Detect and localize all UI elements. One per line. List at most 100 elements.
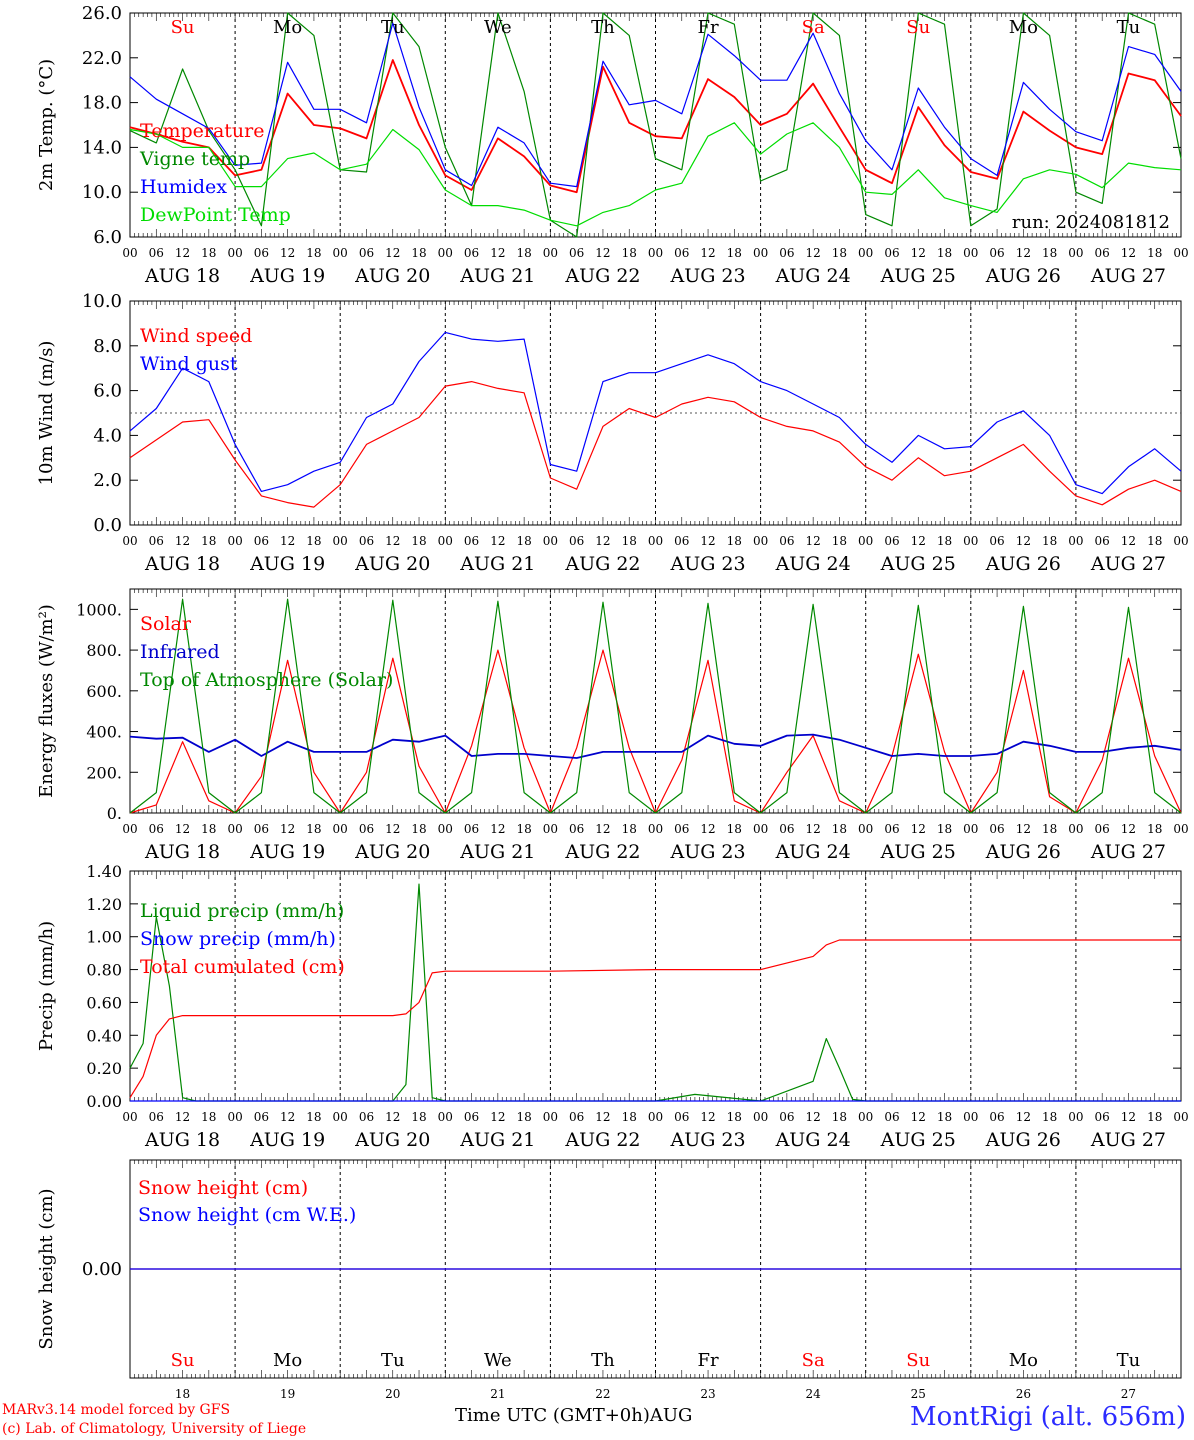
hour-label: 18 <box>1147 1110 1162 1124</box>
hour-label: 12 <box>280 822 295 836</box>
hour-label: 18 <box>516 822 531 836</box>
legend-entry: Infrared <box>140 641 220 663</box>
series-line <box>129 883 1181 1102</box>
hour-label: 12 <box>806 534 821 548</box>
hour-label: 06 <box>1095 534 1110 548</box>
day-label: AUG 27 <box>1090 841 1166 863</box>
y-tick-label: 1.00 <box>86 928 122 947</box>
day-label: AUG 25 <box>880 1129 956 1151</box>
hour-label: 06 <box>254 822 269 836</box>
y-tick-label: 4.0 <box>93 425 122 446</box>
hour-label: 06 <box>779 246 794 260</box>
hour-label: 12 <box>1121 822 1136 836</box>
hour-label: 18 <box>1042 246 1057 260</box>
legend-entry: Wind gust <box>140 353 238 375</box>
hour-label: 12 <box>385 822 400 836</box>
hour-label: 06 <box>464 822 479 836</box>
hour-label: 12 <box>175 246 190 260</box>
hour-label: 06 <box>989 246 1004 260</box>
hour-label: 12 <box>806 822 821 836</box>
hour-label: 12 <box>490 822 505 836</box>
day-number-label: 27 <box>1121 1387 1136 1401</box>
hour-label: 12 <box>1016 534 1031 548</box>
day-number-label: 18 <box>175 1387 190 1401</box>
weekday-label: We <box>484 1350 512 1371</box>
day-number-label: 24 <box>806 1387 822 1401</box>
hour-label: 12 <box>490 1110 505 1124</box>
day-label: AUG 26 <box>985 553 1061 575</box>
hour-label: 12 <box>175 822 190 836</box>
legend-entry: Total cumulated (cm) <box>140 956 345 978</box>
day-number-label: 25 <box>911 1387 926 1401</box>
hour-label: 18 <box>411 822 426 836</box>
y-tick-label: 0. <box>107 804 122 823</box>
y-tick-label: 800. <box>86 641 122 660</box>
y-axis-label: 10m Wind (m/s) <box>36 341 57 486</box>
hour-label: 00 <box>753 534 768 548</box>
hour-label: 12 <box>595 534 610 548</box>
day-label: AUG 21 <box>459 1129 535 1151</box>
hour-label: 18 <box>201 1110 216 1124</box>
hour-label: 06 <box>569 822 584 836</box>
hour-label: 00 <box>858 534 873 548</box>
hour-label: 18 <box>937 246 952 260</box>
hour-label: 18 <box>306 246 321 260</box>
hour-label: 18 <box>832 534 847 548</box>
hour-label: 00 <box>1173 246 1188 260</box>
day-number-label: 19 <box>280 1387 295 1401</box>
day-label: AUG 21 <box>459 265 535 287</box>
hour-label: 18 <box>622 1110 637 1124</box>
weekday-label: Tu <box>1117 1350 1141 1371</box>
y-tick-label: 0.60 <box>86 993 122 1012</box>
model-credit: MARv3.14 model forced by GFS <box>2 1402 231 1418</box>
hour-label: 06 <box>464 246 479 260</box>
hour-label: 06 <box>779 822 794 836</box>
hour-label: 12 <box>1016 1110 1031 1124</box>
hour-label: 18 <box>937 534 952 548</box>
hour-label: 00 <box>333 534 348 548</box>
hour-label: 06 <box>884 534 899 548</box>
hour-label: 00 <box>438 822 453 836</box>
series-line <box>129 122 1182 227</box>
hour-label: 06 <box>674 822 689 836</box>
hour-label: 00 <box>227 534 242 548</box>
weekday-label: Mo <box>273 1350 302 1371</box>
hour-label: 18 <box>937 822 952 836</box>
hour-label: 00 <box>1068 246 1083 260</box>
hour-label: 06 <box>1095 1110 1110 1124</box>
hour-label: 00 <box>122 534 137 548</box>
hour-label: 18 <box>201 246 216 260</box>
hour-label: 06 <box>464 1110 479 1124</box>
hour-label: 00 <box>753 1110 768 1124</box>
legend-entry: Temperature <box>140 120 264 142</box>
hour-label: 00 <box>333 246 348 260</box>
panel-frame <box>129 588 1182 814</box>
hour-label: 18 <box>411 534 426 548</box>
hour-label: 06 <box>989 822 1004 836</box>
hour-label: 18 <box>727 246 742 260</box>
hour-label: 00 <box>858 1110 873 1124</box>
hour-label: 12 <box>1121 246 1136 260</box>
weekday-label: Su <box>171 17 195 38</box>
day-number-label: 22 <box>595 1387 610 1401</box>
hour-label: 06 <box>149 1110 164 1124</box>
hour-label: 06 <box>569 1110 584 1124</box>
day-label: AUG 23 <box>669 1129 745 1151</box>
hour-label: 12 <box>385 246 400 260</box>
legend-entry: Humidex <box>140 176 227 198</box>
hour-label: 18 <box>832 822 847 836</box>
hour-label: 00 <box>543 246 558 260</box>
hour-label: 18 <box>622 534 637 548</box>
day-label: AUG 26 <box>985 841 1061 863</box>
panel-5: 0.00 Snow height (cm) Snow height (cm) Snow… <box>36 1159 1182 1401</box>
hour-label: 12 <box>1016 822 1031 836</box>
day-label: AUG 19 <box>249 841 325 863</box>
y-tick-label: 400. <box>86 723 122 742</box>
hour-label: 18 <box>1147 822 1162 836</box>
hour-label: 00 <box>438 534 453 548</box>
weekday-label: Su <box>906 1350 930 1371</box>
panel-4: 0.00 0.20 0.40 0.60 0.80 1.00 1.20 1.40 Precip (… <box>36 862 1189 1151</box>
day-label: AUG 20 <box>354 553 430 575</box>
hour-label: 00 <box>1068 1110 1083 1124</box>
hour-label: 00 <box>1173 534 1188 548</box>
